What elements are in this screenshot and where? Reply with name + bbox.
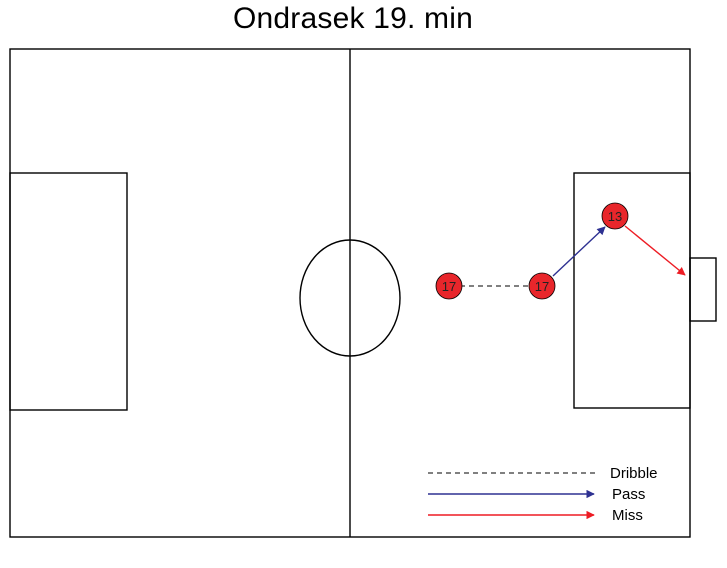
legend: Dribble Pass Miss <box>428 465 658 524</box>
legend-dribble-label: Dribble <box>610 465 658 482</box>
player-marker: 13 <box>601 202 629 230</box>
center-circle <box>299 239 401 357</box>
player-circle <box>435 272 463 300</box>
miss-arrow <box>624 225 686 276</box>
left-penalty-box <box>9 172 128 411</box>
player-number: 13 <box>608 209 622 224</box>
diagram-title: Ondrasek 19. min <box>233 2 473 35</box>
right-goal <box>689 257 717 322</box>
legend-pass-label: Pass <box>612 486 645 503</box>
right-penalty-box <box>573 172 691 409</box>
player-number: 17 <box>442 279 456 294</box>
player-circle <box>601 202 629 230</box>
player-marker: 17 <box>528 272 556 300</box>
legend-miss-label: Miss <box>612 507 643 524</box>
player-circle <box>528 272 556 300</box>
pitch-markings <box>9 48 717 538</box>
player-marker: 17 <box>435 272 463 300</box>
player-number: 17 <box>535 279 549 294</box>
pass-arrow <box>552 226 606 277</box>
